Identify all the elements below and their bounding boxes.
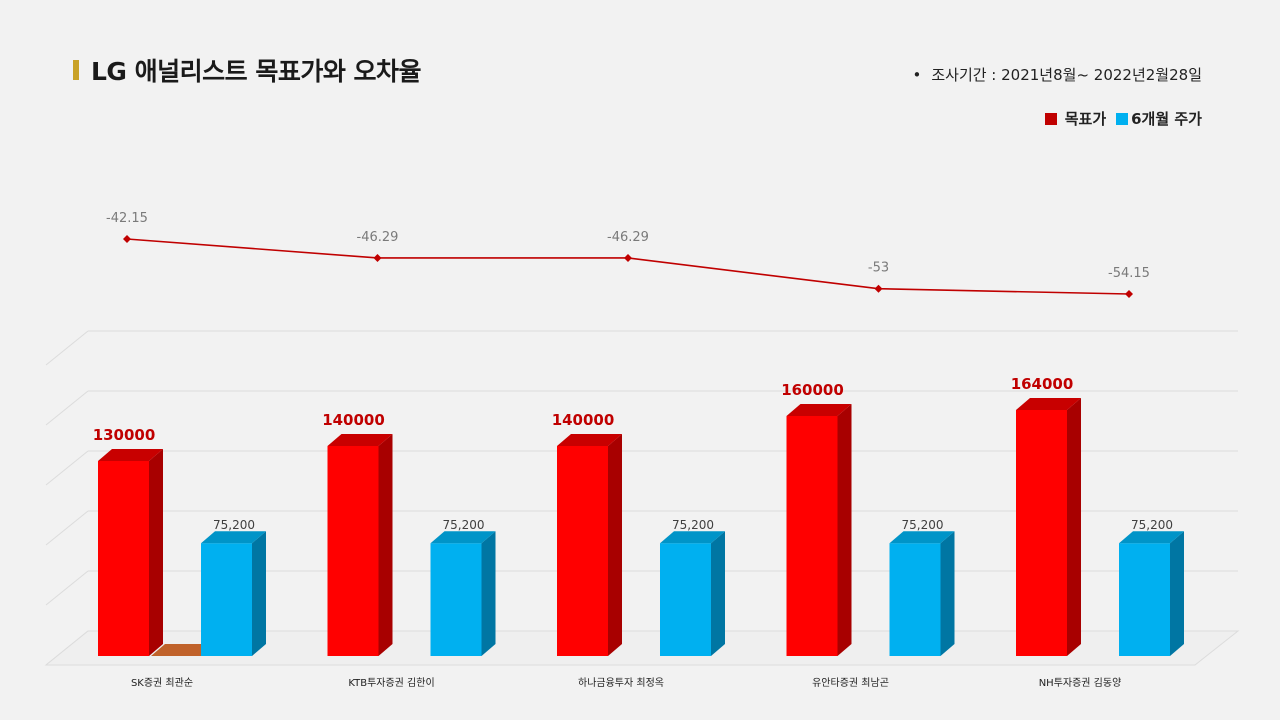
target-value-label: 164000 (1011, 375, 1074, 393)
price-bar-side (481, 531, 496, 656)
price-bar-side (711, 531, 725, 656)
target-bar-side (149, 449, 163, 656)
price-bar-front (1119, 543, 1170, 656)
category-label: 하나금융투자 최정옥 (578, 676, 664, 689)
legend-label-price: 6개월 주가 (1131, 110, 1202, 128)
error-rate-point (1125, 290, 1133, 298)
price-bar-front (201, 543, 252, 656)
error-rate-point (874, 284, 883, 293)
price-value-label: 75,200 (902, 518, 944, 532)
target-bar-front (557, 446, 608, 656)
price-value-label: 75,200 (1131, 518, 1173, 532)
error-rate-point (123, 235, 131, 243)
gridline-side (45, 330, 89, 366)
price-bar-side (1170, 531, 1184, 656)
price-bar-front (660, 543, 711, 656)
target-bar-top (327, 434, 393, 446)
price-value-label: 75,200 (213, 518, 255, 532)
category-label: NH투자증권 김동양 (1039, 677, 1122, 689)
target-bar-front (98, 461, 149, 656)
category-label: KTB투자증권 김한이 (348, 677, 434, 689)
target-bar-front (327, 446, 379, 656)
period-bullet: • (912, 66, 922, 84)
error-rate-label: -42.15 (106, 211, 148, 226)
category-label: SK증권 최관순 (131, 677, 193, 689)
target-bar-side (378, 434, 393, 656)
target-bar-side (1067, 398, 1081, 656)
target-value-label: 140000 (322, 411, 385, 429)
legend-swatch-target (1044, 112, 1057, 125)
error-rate-point (624, 253, 632, 262)
gridline-side (45, 450, 89, 486)
gridline-side (45, 570, 89, 606)
target-value-label: 140000 (552, 411, 615, 429)
floor-marker (151, 644, 201, 656)
target-bar-front (1016, 410, 1067, 656)
error-rate-label: -53 (868, 261, 889, 276)
target-bar-front (786, 416, 838, 656)
price-bar-top (1119, 531, 1184, 544)
legend: 목표가 6개월 주가 (1044, 108, 1202, 129)
title-accent-bar (73, 60, 79, 80)
target-bar-side (608, 434, 622, 656)
price-bar-top (201, 531, 266, 544)
target-bar-top (1016, 398, 1081, 410)
error-rate-label: -46.29 (607, 230, 649, 245)
gridline-side (45, 390, 89, 426)
price-bar-top (660, 531, 725, 544)
target-value-label: 160000 (781, 381, 844, 399)
error-rate-label: -46.29 (357, 230, 399, 245)
price-value-label: 75,200 (672, 518, 714, 532)
legend-swatch-price (1116, 112, 1129, 125)
price-bar-side (252, 531, 266, 656)
target-bar-top (557, 434, 622, 446)
legend-item-target: 목표가 (1044, 108, 1107, 129)
error-rate-line (126, 238, 1130, 295)
target-bar-top (786, 404, 852, 416)
chart-title: LG 애널리스트 목표가와 오차율 (91, 57, 422, 86)
category-label: 유안타증권 최남곤 (812, 677, 889, 689)
price-bar-top (889, 531, 955, 544)
gridline-side (45, 510, 89, 546)
legend-item-price: 6개월 주가 (1116, 108, 1202, 129)
price-value-label: 75,200 (443, 518, 485, 532)
price-bar-side (940, 531, 955, 656)
price-bar-top (430, 531, 496, 544)
price-bar-front (430, 543, 482, 656)
price-bar-front (889, 543, 941, 656)
target-bar-side (837, 404, 852, 656)
error-rate-label: -54.15 (1108, 266, 1150, 281)
target-value-label: 130000 (93, 426, 156, 444)
error-rate-point (373, 253, 382, 262)
legend-label-target: 목표가 (1064, 110, 1107, 128)
survey-period: • 조사기간 : 2021년8월~ 2022년2월28일 (912, 64, 1202, 85)
chart-title-group: LG 애널리스트 목표가와 오차율 (73, 52, 422, 88)
target-bar-top (98, 449, 163, 461)
period-text: 조사기간 : 2021년8월~ 2022년2월28일 (931, 66, 1202, 84)
